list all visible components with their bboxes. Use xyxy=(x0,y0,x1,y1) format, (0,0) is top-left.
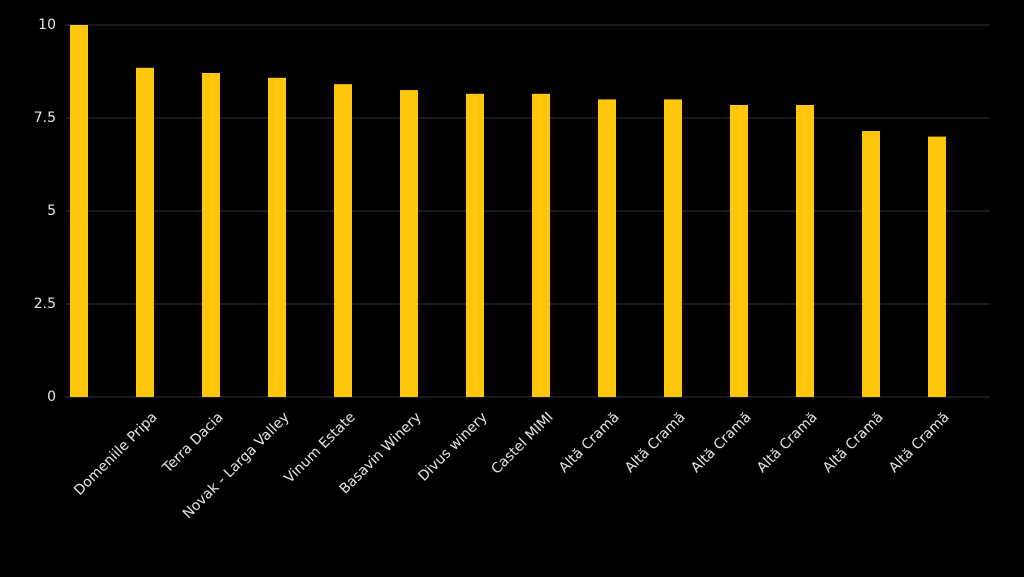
x-tick-label: Altă Cramă xyxy=(820,409,887,476)
x-tick-label: Altă Cramă xyxy=(754,409,821,476)
bar xyxy=(400,90,418,397)
bar xyxy=(796,104,814,397)
bar xyxy=(466,93,484,397)
bar xyxy=(862,131,880,397)
x-tick-label: Divus winery xyxy=(415,409,490,484)
bar xyxy=(136,67,154,397)
y-tick-label: 0 xyxy=(47,389,56,405)
x-tick-label: Terra Dacia xyxy=(159,409,227,477)
bar xyxy=(928,136,946,397)
bar xyxy=(598,99,616,398)
y-tick-label: 7.5 xyxy=(34,110,56,126)
x-tick-label: Castel MIMI xyxy=(488,409,556,477)
bar xyxy=(70,25,88,397)
x-tick-label: Altă Cramă xyxy=(886,409,953,476)
y-tick-label: 5 xyxy=(47,203,56,219)
bar xyxy=(202,72,220,397)
y-tick-label: 2.5 xyxy=(34,296,56,312)
x-tick-label: Altă Cramă xyxy=(622,409,689,476)
bar xyxy=(664,99,682,398)
bar xyxy=(268,77,286,397)
x-tick-label: Novak - Larga Valley xyxy=(180,409,293,522)
bar xyxy=(334,84,352,397)
y-tick-label: 10 xyxy=(38,17,56,33)
x-tick-label: Domeniile Pripa xyxy=(71,409,160,498)
bar xyxy=(730,104,748,397)
bar xyxy=(532,93,550,397)
x-tick-label: Altă Cramă xyxy=(556,409,623,476)
x-tick-label: Altă Cramă xyxy=(688,409,755,476)
